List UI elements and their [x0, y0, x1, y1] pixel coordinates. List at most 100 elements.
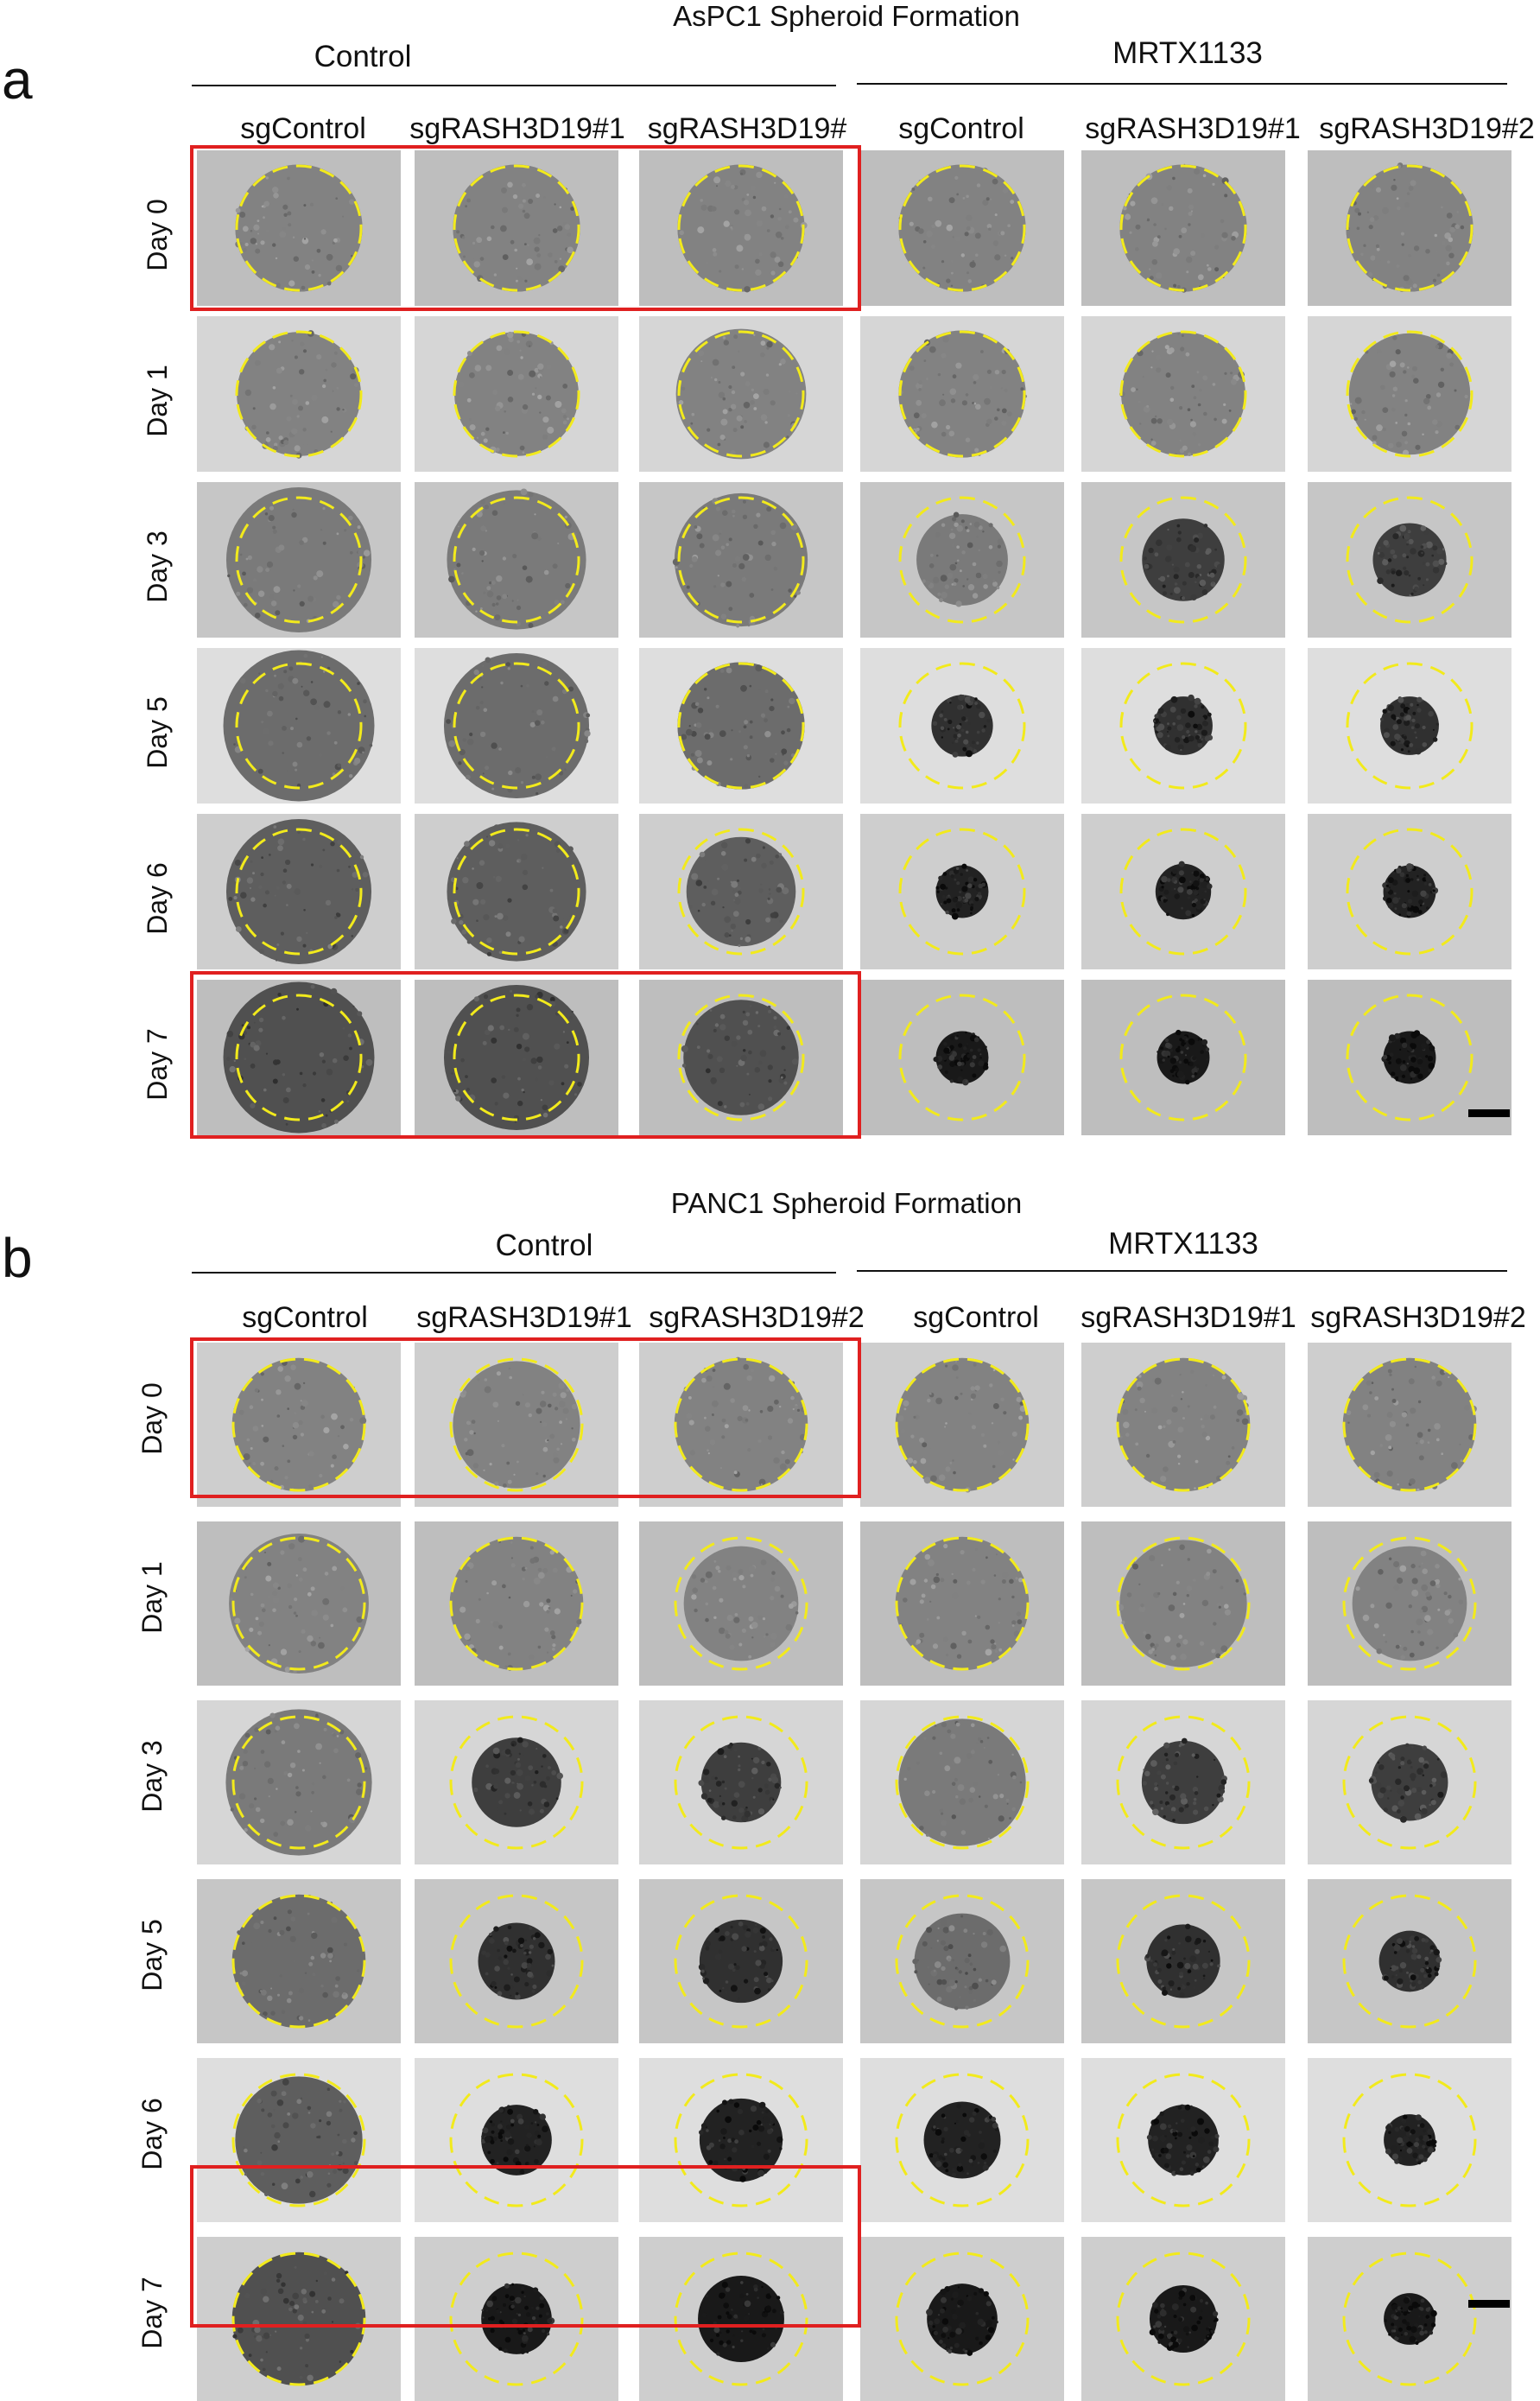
spheroid-texture [1012, 1775, 1017, 1780]
spheroid-texture [778, 363, 782, 366]
spheroid-texture [1449, 362, 1454, 367]
spheroid-texture [932, 1736, 936, 1740]
spheroid-texture [551, 1770, 557, 1775]
spheroid-texture [264, 2192, 269, 2197]
spheroid-texture [962, 585, 965, 588]
micrograph-image [1308, 1700, 1511, 1864]
spheroid-texture [326, 1947, 333, 1953]
spheroid-texture [539, 1602, 544, 1607]
spheroid-texture [357, 1782, 362, 1788]
spheroid-texture [1202, 892, 1206, 896]
spheroid-texture [771, 541, 776, 547]
spheroid-texture [1402, 553, 1407, 558]
spheroid-texture [947, 894, 950, 897]
spheroid-texture [1395, 1368, 1398, 1370]
spheroid-texture [989, 734, 992, 738]
spheroid-texture [776, 1948, 778, 1952]
spheroid-texture [788, 1604, 794, 1609]
spheroid-texture [923, 1737, 927, 1740]
spheroid-texture [1215, 1653, 1221, 1659]
spheroid-texture [938, 2155, 943, 2160]
spheroid-texture [1006, 1802, 1009, 1805]
dashed-circle-outline [235, 662, 363, 790]
spheroid-texture [1150, 438, 1153, 441]
spheroid-texture [1426, 906, 1429, 910]
spheroid-texture [281, 2091, 287, 2097]
spheroid-texture [535, 994, 539, 999]
spheroid-texture [1159, 2111, 1164, 2117]
spheroid-texture [291, 511, 297, 518]
spheroid-texture [551, 746, 556, 752]
spheroid-texture [987, 1837, 991, 1840]
spheroid-texture [1213, 2146, 1220, 2153]
spheroid-texture [1150, 417, 1157, 424]
spheroid-texture [966, 225, 971, 231]
spheroid-texture [966, 271, 969, 275]
spheroid-texture [739, 2176, 746, 2182]
spheroid-texture [1421, 1584, 1429, 1591]
spheroid-texture [1165, 1791, 1169, 1794]
spheroid-texture [1145, 1953, 1150, 1959]
spheroid-texture [349, 774, 353, 778]
spheroid-texture [968, 1797, 973, 1803]
spheroid-texture [1174, 726, 1178, 729]
column-label: sgControl [898, 112, 1024, 145]
spheroid-texture [491, 225, 495, 230]
spheroid-texture [707, 428, 711, 432]
spheroid-texture [742, 1019, 749, 1026]
spheroid-texture [955, 867, 960, 870]
spheroid-texture [686, 585, 690, 589]
spheroid-texture [966, 869, 968, 872]
spheroid-texture [1205, 549, 1210, 555]
spheroid-texture [1354, 207, 1360, 213]
spheroid-texture [766, 346, 770, 350]
spheroid-texture [249, 1405, 254, 1409]
row-label: Day 3 [142, 530, 173, 603]
spheroid-texture [700, 1969, 705, 1973]
spheroid-texture [1398, 1969, 1403, 1973]
spheroid-texture [1157, 708, 1164, 715]
spheroid-texture [522, 884, 529, 891]
spheroid-texture [1409, 905, 1411, 908]
spheroid-texture [326, 2120, 332, 2126]
spheroid-texture [973, 878, 978, 882]
spheroid-texture [293, 1611, 297, 1615]
spheroid-texture [287, 1772, 293, 1778]
spheroid-texture [1386, 1785, 1391, 1790]
spheroid-texture [466, 1087, 471, 1092]
spheroid-texture [356, 1788, 363, 1795]
spheroid-texture [935, 2129, 942, 2136]
spheroid-texture [305, 401, 310, 405]
spheroid-texture [319, 2119, 322, 2123]
spheroid-texture [1417, 1980, 1422, 1985]
spheroid-texture [1185, 352, 1190, 357]
spheroid-texture [675, 566, 678, 568]
spheroid-texture [723, 1105, 727, 1108]
spheroid-texture [1195, 904, 1202, 910]
spheroid-texture [489, 1938, 495, 1944]
spheroid-texture [1416, 1488, 1420, 1491]
spheroid-texture [965, 1031, 967, 1034]
dashed-circle-outline [449, 1536, 584, 1671]
spheroid-texture [1181, 227, 1188, 234]
spheroid-texture [968, 1412, 972, 1415]
spheroid-texture [300, 1432, 304, 1437]
spheroid-texture [1414, 1813, 1422, 1820]
spheroid-texture [1351, 409, 1356, 415]
spheroid-texture [567, 851, 572, 854]
spheroid-texture [497, 912, 504, 920]
spheroid-texture [982, 530, 985, 533]
spheroid-texture [283, 1771, 288, 1775]
spheroid-texture [796, 590, 801, 595]
spheroid-texture [1388, 1034, 1396, 1042]
micrograph-tile [860, 814, 1064, 969]
spheroid-texture [529, 1546, 534, 1550]
spheroid-texture [267, 1561, 272, 1566]
spheroid-texture [1169, 706, 1176, 713]
spheroid-texture [1415, 2114, 1422, 2121]
spheroid-texture [956, 896, 962, 902]
spheroid-texture [506, 1945, 513, 1952]
spheroid-texture [777, 217, 782, 221]
spheroid-texture [273, 1832, 278, 1837]
spheroid-texture [1427, 1056, 1434, 1062]
